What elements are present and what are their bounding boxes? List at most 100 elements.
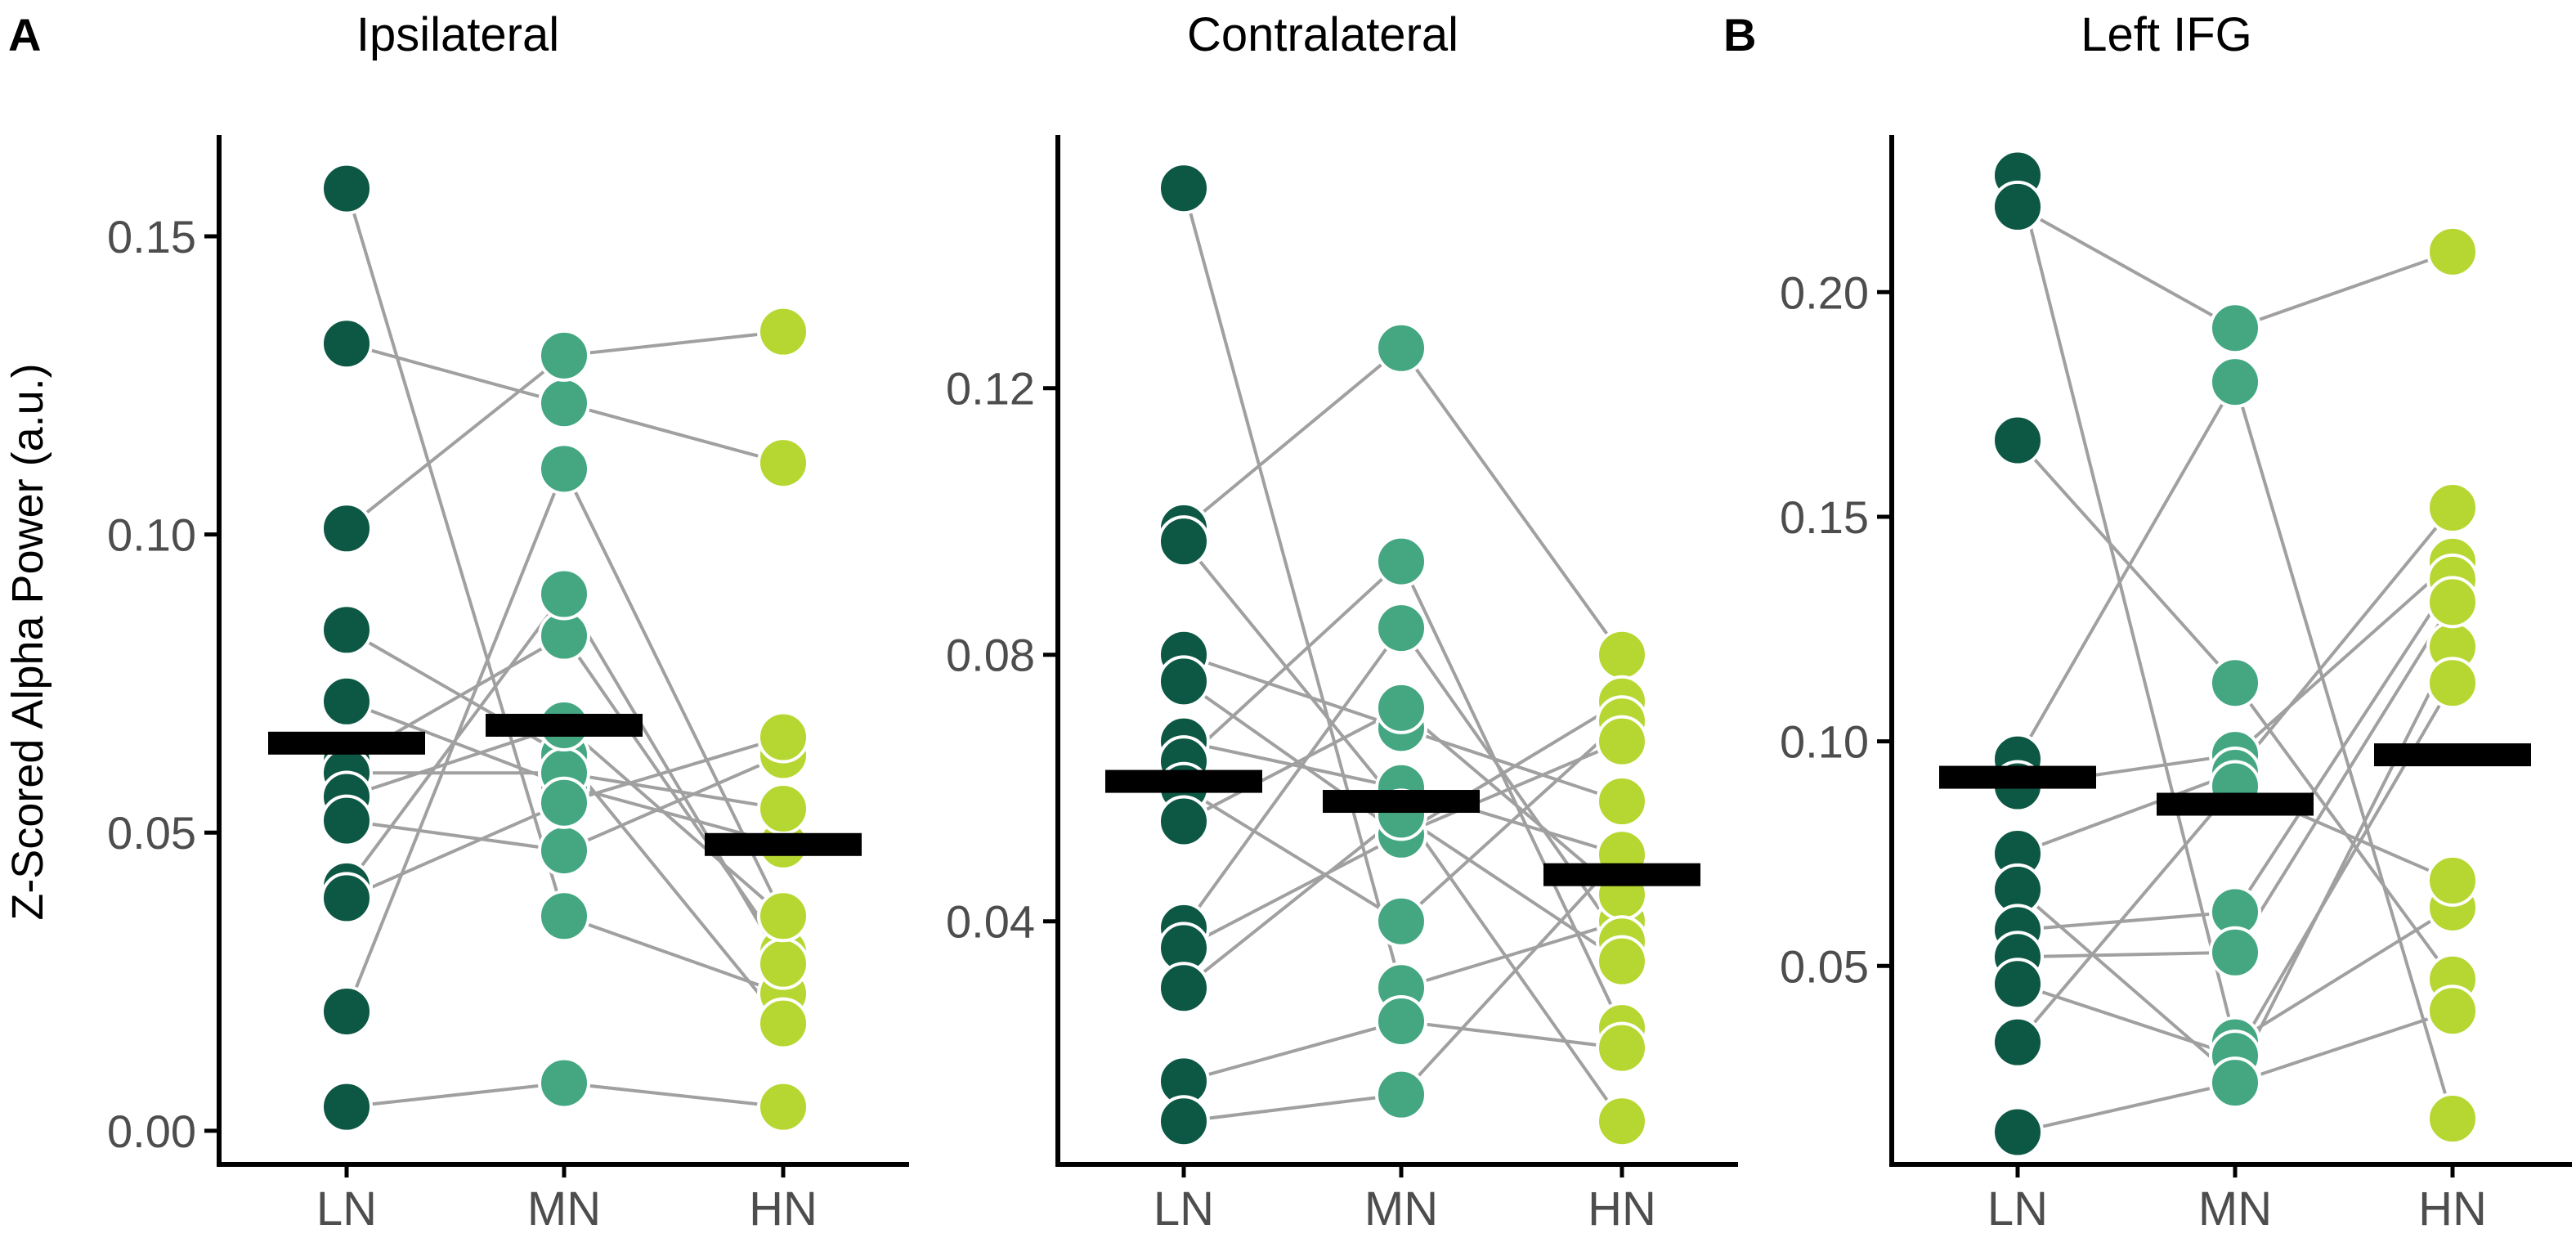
data-point-mn bbox=[1375, 602, 1427, 655]
subject-line bbox=[2016, 785, 2237, 1043]
subject-line bbox=[2234, 1009, 2453, 1085]
mean-bar bbox=[1323, 790, 1480, 814]
subject-line bbox=[2234, 249, 2453, 330]
chart-title: Left IFG bbox=[2081, 8, 2252, 61]
subject-line bbox=[1182, 540, 1403, 810]
subject-line bbox=[1183, 1020, 1402, 1083]
subject-line bbox=[2016, 439, 2237, 684]
data-point-hn bbox=[757, 890, 809, 943]
y-tick-label: 0.15 bbox=[1780, 491, 1869, 543]
subject-line bbox=[563, 735, 784, 805]
data-point-mn bbox=[1375, 681, 1427, 734]
y-tick-label: 0.05 bbox=[1780, 940, 1869, 992]
data-point-hn bbox=[757, 937, 809, 990]
subject-line bbox=[563, 401, 784, 465]
data-point-hn bbox=[2426, 576, 2479, 629]
data-point-mn bbox=[1375, 535, 1427, 588]
subject-line bbox=[1400, 807, 1624, 1123]
data-point-hn bbox=[2426, 985, 2479, 1038]
data-point-hn bbox=[2426, 657, 2479, 710]
y-tick-label: 0.12 bbox=[946, 363, 1035, 415]
subject-line bbox=[1183, 653, 1402, 730]
data-point-ln bbox=[1991, 180, 2044, 233]
data-point-ln bbox=[320, 317, 373, 370]
mean-bar bbox=[705, 832, 862, 856]
x-tick-label: MN bbox=[2198, 1182, 2272, 1236]
data-point-ln bbox=[320, 872, 373, 925]
x-tick-label: LN bbox=[1987, 1182, 2048, 1236]
subject-line bbox=[563, 330, 784, 357]
subject-line bbox=[346, 819, 565, 853]
subject-line bbox=[1400, 919, 1623, 990]
subject-line bbox=[345, 468, 566, 1012]
subject-line bbox=[1183, 833, 1402, 950]
mean-bar bbox=[2157, 792, 2314, 816]
data-point-mn bbox=[1375, 321, 1427, 375]
x-tick-label: LN bbox=[1154, 1182, 1214, 1236]
mean-bar bbox=[1105, 769, 1262, 793]
data-point-hn bbox=[757, 997, 809, 1050]
panel-label-a: A bbox=[8, 9, 41, 61]
data-point-mn bbox=[1375, 1068, 1427, 1121]
subject-line bbox=[1400, 813, 1624, 963]
y-tick-label: 0.20 bbox=[1780, 267, 1869, 318]
subject-line bbox=[2233, 578, 2454, 913]
data-point-ln bbox=[320, 985, 373, 1038]
data-point-mn bbox=[2209, 302, 2261, 355]
data-point-ln bbox=[320, 162, 373, 215]
data-point-hn bbox=[2426, 854, 2479, 907]
data-point-ln bbox=[1991, 1016, 2044, 1069]
subject-line bbox=[2233, 682, 2454, 1057]
data-point-hn bbox=[1596, 935, 1648, 988]
data-point-hn bbox=[757, 305, 809, 358]
data-point-hn bbox=[757, 1080, 809, 1133]
subject-line bbox=[1182, 347, 1403, 530]
subject-line bbox=[2233, 506, 2454, 774]
subject-line bbox=[346, 801, 565, 900]
y-tick-label: 0.15 bbox=[107, 211, 196, 262]
subject-line bbox=[2017, 771, 2236, 855]
subject-line bbox=[563, 771, 784, 811]
y-tick-label: 0.10 bbox=[107, 509, 196, 561]
subject-line bbox=[2233, 682, 2454, 980]
subject-line bbox=[2016, 888, 2237, 1080]
data-point-hn bbox=[2426, 225, 2479, 278]
data-point-ln bbox=[1158, 515, 1210, 568]
subject-line bbox=[2233, 560, 2454, 756]
y-tick-label: 0.04 bbox=[946, 896, 1035, 948]
chart-title: Contralateral bbox=[1187, 8, 1458, 61]
subject-line bbox=[1400, 626, 1624, 943]
subject-line bbox=[1400, 720, 1624, 923]
x-tick-label: MN bbox=[527, 1182, 601, 1236]
x-tick-label: HN bbox=[2418, 1182, 2487, 1236]
subject-line bbox=[346, 1081, 565, 1109]
subject-line bbox=[1183, 1092, 1402, 1124]
subject-line bbox=[2016, 381, 2237, 760]
x-tick-label: HN bbox=[749, 1182, 818, 1236]
chart-panel-3: Left IFG 0.05 0.10 0.15 0.20 LN MN HN bbox=[1780, 8, 2572, 1236]
y-tick-label: 0.05 bbox=[107, 807, 196, 859]
subject-line bbox=[1400, 739, 1623, 837]
subject-line bbox=[1182, 626, 1403, 930]
data-point-hn bbox=[1596, 628, 1648, 681]
data-point-ln bbox=[1158, 962, 1210, 1015]
data-point-hn bbox=[2426, 1092, 2479, 1146]
subject-line bbox=[562, 724, 785, 917]
data-point-mn bbox=[538, 567, 590, 621]
data-point-hn bbox=[1596, 1021, 1648, 1074]
data-point-mn bbox=[2209, 1056, 2261, 1110]
subject-line bbox=[1400, 1020, 1623, 1050]
subject-line bbox=[1182, 787, 1403, 923]
chart-panel-2: Contralateral 0.04 0.08 0.12 LN MN HN bbox=[946, 8, 1738, 1236]
data-point-mn bbox=[2209, 657, 2261, 710]
subject-line bbox=[2017, 982, 2236, 1058]
data-point-ln bbox=[1158, 795, 1210, 848]
data-point-hn bbox=[757, 437, 809, 490]
data-point-ln bbox=[320, 794, 373, 847]
data-point-mn bbox=[538, 442, 590, 496]
data-point-mn bbox=[2209, 356, 2261, 409]
subject-line bbox=[345, 188, 566, 917]
data-point-mn bbox=[1375, 994, 1427, 1047]
mean-bar bbox=[1939, 765, 2096, 789]
